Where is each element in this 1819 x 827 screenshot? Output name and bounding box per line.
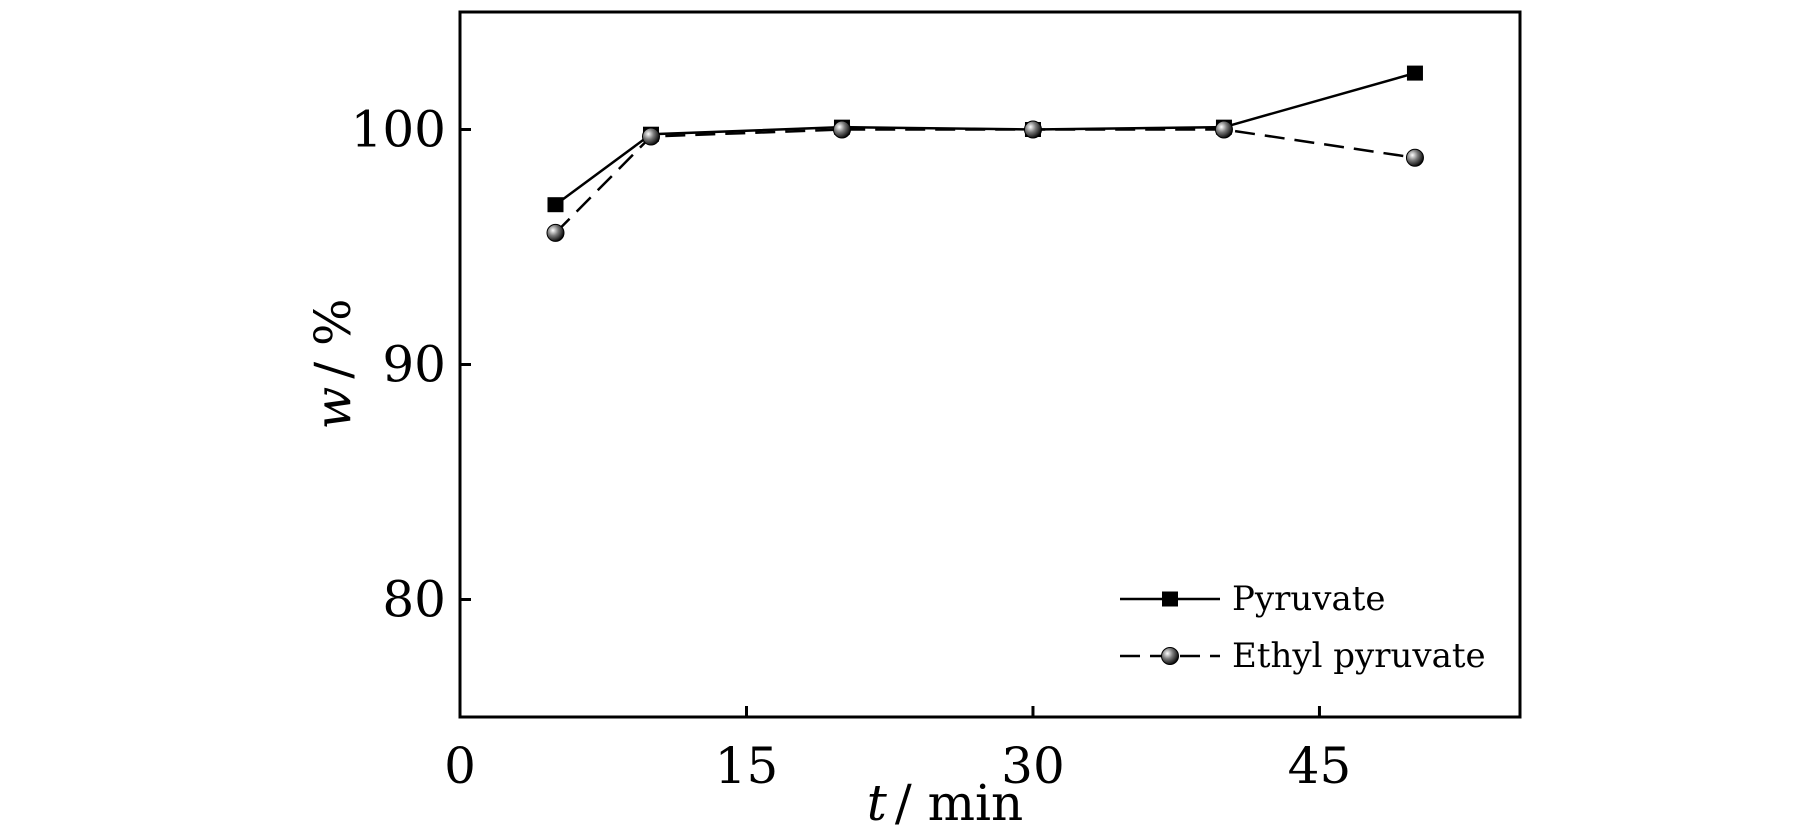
x-tick-label: 45 (1288, 737, 1352, 795)
legend-marker (1161, 647, 1179, 665)
data-point (832, 120, 851, 139)
x-axis-var: t (867, 774, 888, 827)
legend-label: Pyruvate (1232, 579, 1386, 619)
data-point (641, 127, 660, 146)
series-layer (546, 65, 1424, 242)
data-point (1214, 120, 1233, 139)
x-axis-unit: / min (895, 774, 1023, 827)
series-line (554, 71, 1416, 206)
series-ethyl-pyruvate (546, 120, 1424, 242)
legend-label: Ethyl pyruvate (1232, 636, 1486, 676)
y-tick-label: 100 (351, 101, 446, 159)
y-tick-label: 90 (382, 336, 446, 394)
y-axis-var: w (304, 387, 362, 430)
data-point (547, 197, 564, 213)
y-tick-label: 80 (382, 571, 446, 629)
data-point (1023, 120, 1042, 139)
y-axis-unit: / % (304, 298, 362, 378)
series-line (554, 128, 1416, 234)
axis-ticks: 0 15 30 45 80 90 100 (351, 101, 1352, 796)
series-pyruvate (547, 65, 1423, 213)
x-tick-label: 15 (715, 737, 779, 795)
data-point (546, 223, 565, 242)
data-point (1406, 65, 1423, 81)
legend-item-ethyl-pyruvate: Ethyl pyruvate (1120, 636, 1486, 676)
y-axis-label: w / % (304, 298, 362, 429)
data-point (1405, 148, 1424, 167)
x-tick-label: 0 (444, 737, 476, 795)
x-axis-label: t / min (867, 774, 1023, 827)
x-tick-label: 30 (1001, 737, 1065, 795)
legend: Pyruvate Ethyl pyruvate (1120, 579, 1486, 676)
legend-marker (1162, 591, 1178, 607)
legend-item-pyruvate: Pyruvate (1120, 579, 1386, 619)
